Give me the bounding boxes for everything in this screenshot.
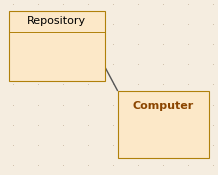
Text: Computer: Computer (133, 101, 194, 111)
FancyBboxPatch shape (9, 10, 105, 80)
Text: Repository: Repository (27, 16, 86, 26)
FancyBboxPatch shape (118, 91, 209, 158)
